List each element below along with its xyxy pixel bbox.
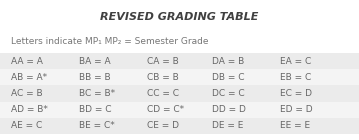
Bar	[0, 118, 359, 134]
Bar	[0, 85, 359, 101]
Bar	[0, 53, 359, 69]
Text: CA = B: CA = B	[147, 57, 179, 66]
Text: CE = D: CE = D	[147, 121, 179, 130]
Text: AC = B: AC = B	[11, 89, 42, 98]
Text: AD = B*: AD = B*	[11, 105, 48, 114]
Text: DA = B: DA = B	[212, 57, 244, 66]
Bar	[0, 69, 359, 85]
Text: EA = C: EA = C	[280, 57, 311, 66]
Text: AE = C: AE = C	[11, 121, 42, 130]
Text: Letters indicate MP₁ MP₂ = Semester Grade: Letters indicate MP₁ MP₂ = Semester Grad…	[11, 38, 208, 46]
Text: CC = C: CC = C	[147, 89, 179, 98]
Text: BC = B*: BC = B*	[79, 89, 115, 98]
Bar	[0, 102, 359, 118]
Text: BB = B: BB = B	[79, 73, 111, 82]
Text: EC = D: EC = D	[280, 89, 312, 98]
Text: BE = C*: BE = C*	[79, 121, 115, 130]
Text: AB = A*: AB = A*	[11, 73, 47, 82]
Text: EE = E: EE = E	[280, 121, 310, 130]
Text: BD = C: BD = C	[79, 105, 112, 114]
Text: AA = A: AA = A	[11, 57, 43, 66]
Text: REVISED GRADING TABLE: REVISED GRADING TABLE	[100, 12, 259, 22]
Text: CB = B: CB = B	[147, 73, 179, 82]
Text: DC = C: DC = C	[212, 89, 244, 98]
Text: ED = D: ED = D	[280, 105, 313, 114]
Text: DB = C: DB = C	[212, 73, 244, 82]
Text: DE = E: DE = E	[212, 121, 243, 130]
Bar	[0, 53, 359, 134]
Text: BA = A: BA = A	[79, 57, 111, 66]
Text: CD = C*: CD = C*	[147, 105, 184, 114]
Text: DD = D: DD = D	[212, 105, 246, 114]
Text: EB = C: EB = C	[280, 73, 311, 82]
